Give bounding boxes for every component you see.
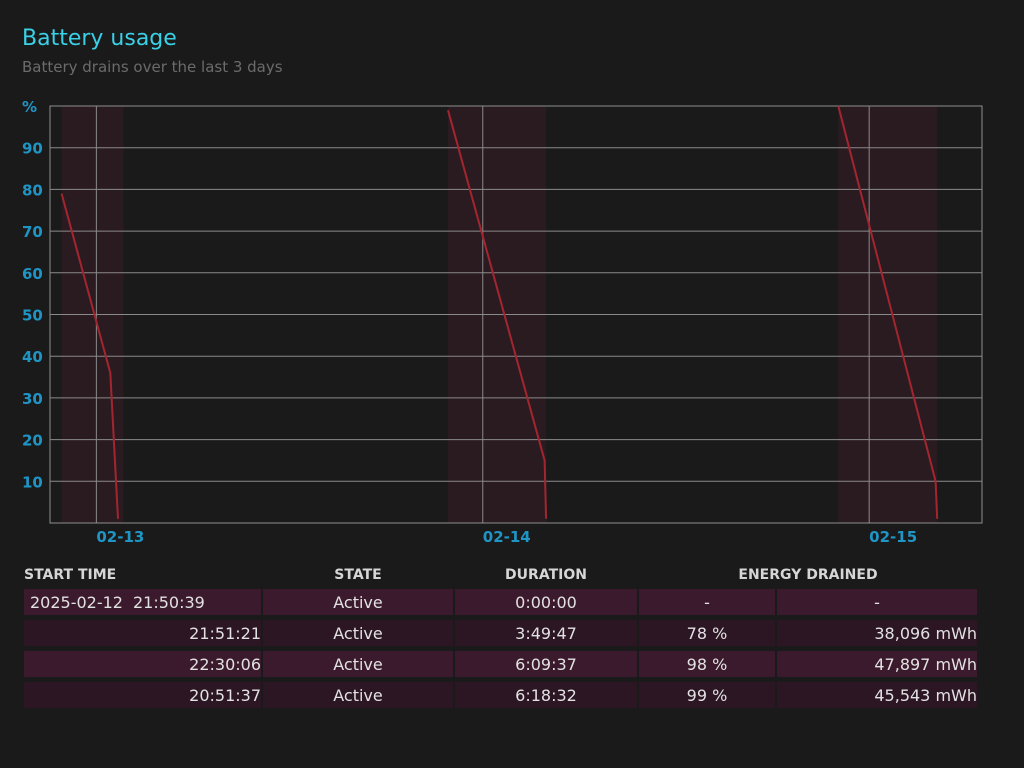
mwh-cell: -	[777, 589, 977, 615]
y-tick-label: 30	[22, 390, 43, 408]
x-tick-label: 02-14	[483, 528, 531, 546]
duration-cell: 3:49:47	[455, 620, 637, 646]
x-tick-label: 02-15	[869, 528, 917, 546]
duration-cell: 6:18:32	[455, 682, 637, 708]
start-time-cell: 2025-02-12 21:50:39	[24, 589, 261, 615]
y-axis-label: %	[22, 98, 37, 116]
state-cell: Active	[263, 589, 453, 615]
percent-cell: 99 %	[639, 682, 775, 708]
plot-border	[49, 105, 983, 524]
battery-drain-line	[837, 105, 939, 519]
col-duration: DURATION	[505, 567, 587, 583]
table-row: 20:51:37 Active 6:18:32 99 % 45,543 mWh	[24, 682, 977, 708]
start-time-cell: 20:51:37	[24, 682, 261, 708]
table-row: 2025-02-12 21:50:39 Active 0:00:00 - -	[24, 589, 977, 615]
col-energy-drained: ENERGY DRAINED	[738, 567, 878, 583]
start-time: 21:50:39	[132, 592, 205, 612]
col-start-time: START TIME	[24, 567, 117, 583]
table-row: 21:51:21 Active 3:49:47 78 % 38,096 mWh	[24, 620, 977, 646]
battery-drain-line	[60, 193, 119, 519]
y-tick-label: 70	[22, 223, 43, 241]
duration-cell: 0:00:00	[455, 589, 637, 615]
mwh-cell: 45,543 mWh	[777, 682, 977, 708]
percent-cell: -	[639, 589, 775, 615]
col-state: STATE	[334, 567, 382, 583]
y-tick-label: 10	[22, 473, 43, 491]
y-tick-label: 80	[22, 181, 43, 199]
page-title: Battery usage	[22, 26, 177, 51]
state-cell: Active	[263, 620, 453, 646]
mwh-cell: 38,096 mWh	[777, 620, 977, 646]
usage-table: START TIME STATE DURATION ENERGY DRAINED…	[22, 561, 979, 713]
y-tick-label: 40	[22, 348, 43, 366]
y-tick-label: 60	[22, 265, 43, 283]
start-time-cell: 22:30:06	[24, 651, 261, 677]
percent-cell: 78 %	[639, 620, 775, 646]
page-subtitle: Battery drains over the last 3 days	[22, 58, 283, 76]
state-cell: Active	[263, 682, 453, 708]
battery-chart: 10 20 30 40 50 60 70 80 90% 02-13 02-14 02-15	[22, 98, 983, 546]
mwh-cell: 47,897 mWh	[777, 651, 977, 677]
table-row: 22:30:06 Active 6:09:37 98 % 47,897 mWh	[24, 651, 977, 677]
start-time-cell: 21:51:21	[24, 620, 261, 646]
x-tick-label: 02-13	[96, 528, 144, 546]
y-tick-label: 50	[22, 307, 43, 325]
state-cell: Active	[263, 651, 453, 677]
duration-cell: 6:09:37	[455, 651, 637, 677]
start-date: 2025-02-12	[30, 592, 123, 612]
table-header-row: START TIME STATE DURATION ENERGY DRAINED	[24, 566, 977, 584]
y-tick-label: 90	[22, 140, 43, 158]
y-tick-label: 20	[22, 432, 43, 450]
battery-drain-line	[447, 109, 548, 519]
percent-cell: 98 %	[639, 651, 775, 677]
